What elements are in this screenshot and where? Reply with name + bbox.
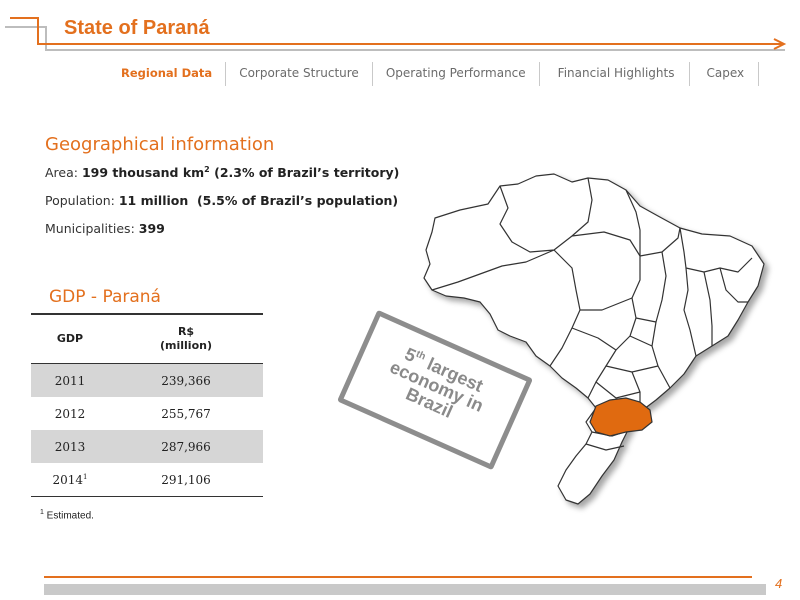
state-border: [499, 177, 593, 253]
gdp-table: GDP R$ (million) 2011 239,366 2012 255,7…: [31, 313, 263, 497]
header-decoration: [5, 17, 787, 51]
state-border: [635, 317, 657, 323]
area-unit-sup: 2: [204, 165, 210, 174]
state-border: [571, 231, 641, 399]
page-title: State of Paraná: [64, 17, 210, 39]
tab-capex[interactable]: Capex: [690, 62, 760, 86]
footer-bar: [44, 584, 766, 595]
table-row: 20141 291,106: [31, 463, 263, 497]
parana-state: [589, 397, 653, 437]
footnote-mark: 1: [40, 509, 44, 516]
table-row: 2011 239,366: [31, 363, 263, 397]
state-border: [625, 189, 641, 256]
unit-label: (million): [160, 339, 212, 352]
currency-label: R$: [177, 325, 195, 338]
area-detail: (2.3% of Brazil’s territory): [209, 165, 400, 181]
gdp-column-header: GDP: [31, 313, 109, 364]
geo-heading: Geographical information: [45, 134, 275, 155]
value-cell: 239,366: [109, 363, 263, 397]
tab-regional-data[interactable]: Regional Data: [108, 62, 227, 86]
value-cell: 287,966: [109, 430, 263, 463]
municipalities-label: Municipalities:: [45, 221, 139, 236]
population-value: 11 million (5.5% of Brazil’s population): [118, 193, 399, 208]
footnote-mark: 1: [83, 472, 88, 481]
table-header-row: GDP R$ (million): [31, 313, 263, 364]
municipalities-value: 399: [138, 221, 165, 236]
tab-financial-highlights[interactable]: Financial Highlights: [540, 62, 691, 86]
state-border: [595, 381, 641, 399]
population-label: Population:: [45, 193, 119, 208]
population-line: Population: 11 million (5.5% of Brazil’s…: [45, 193, 398, 208]
tab-corporate-structure[interactable]: Corporate Structure: [226, 62, 373, 86]
state-border: [639, 227, 681, 257]
municipalities-line: Municipalities: 399: [45, 221, 165, 236]
state-border: [629, 335, 653, 347]
table-row: 2012 255,767: [31, 397, 263, 430]
state-border: [719, 267, 748, 303]
tab-operating-performance[interactable]: Operating Performance: [373, 62, 540, 86]
year-cell: 2012: [54, 406, 86, 421]
state-border: [585, 443, 625, 451]
area-label: Area:: [45, 165, 82, 181]
area-line: Area: 199 thousand km2 (2.3% of Brazil’s…: [45, 165, 399, 180]
footnote-text: Estimated.: [43, 510, 94, 522]
state-border: [571, 327, 617, 351]
year-cell: 20141: [31, 463, 109, 497]
year-cell: 2011: [31, 363, 109, 397]
state-border: [683, 267, 697, 357]
state-border: [703, 271, 713, 346]
area-value: 199 thousand km: [81, 165, 205, 181]
state-border: [580, 297, 633, 311]
footer-divider: [44, 576, 752, 578]
table-row: 2013 287,966: [31, 430, 263, 463]
gdp-heading: GDP - Paraná: [49, 287, 161, 307]
value-cell: 255,767: [161, 406, 211, 421]
page-number: 4: [775, 576, 783, 591]
arrow-right-icon: [773, 38, 787, 50]
section-tabs: Regional Data Corporate Structure Operat…: [108, 62, 760, 86]
brazil-map: [423, 173, 765, 505]
value-column-header: R$ (million): [109, 313, 263, 364]
footnote: 1 Estimated.: [40, 509, 94, 521]
year-cell: 2013: [31, 430, 109, 463]
state-border: [431, 249, 555, 291]
value-cell: 291,106: [109, 463, 263, 497]
brazil-outline: [423, 173, 765, 505]
